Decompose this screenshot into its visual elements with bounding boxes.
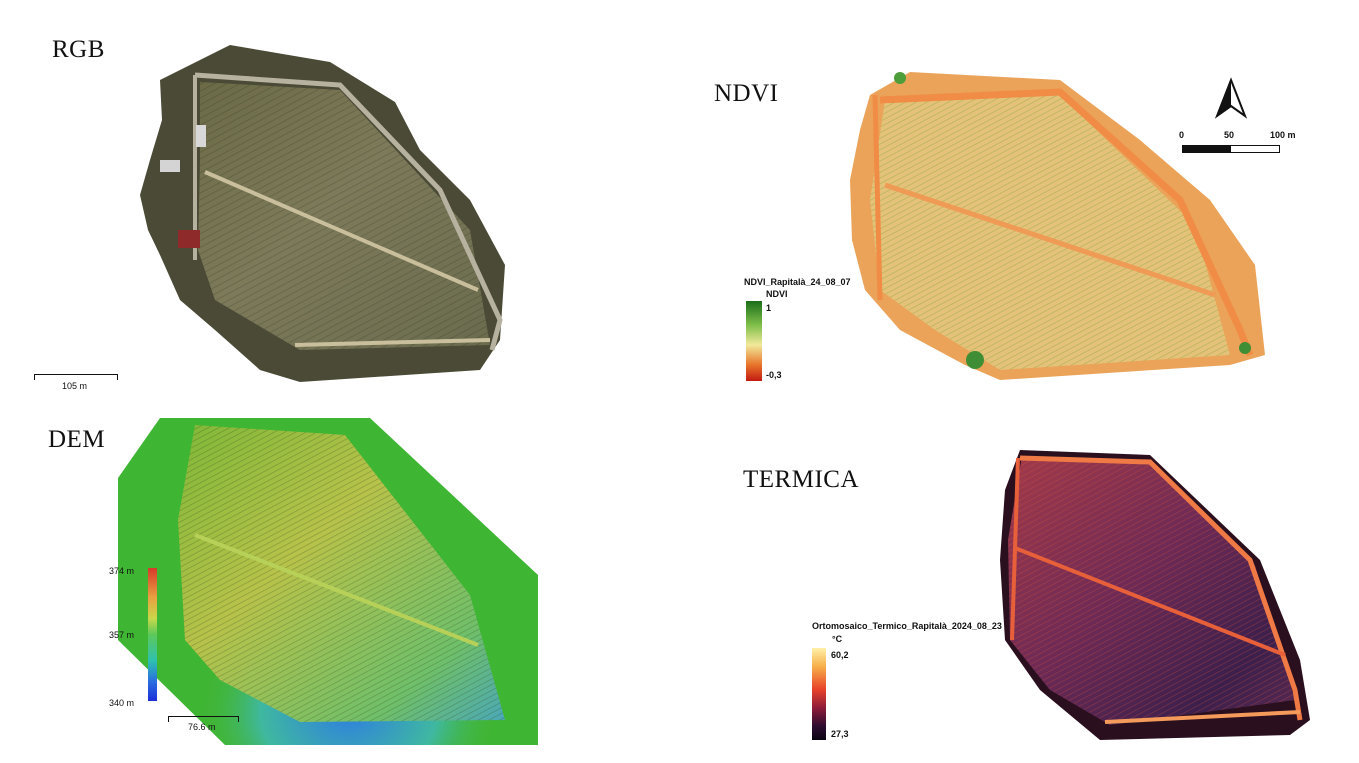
ndvi-legend-subtitle: NDVI (766, 289, 788, 299)
dem-title: DEM (48, 426, 106, 453)
ndvi-legend-title: NDVI_Rapitalà_24_08_07 (744, 277, 851, 287)
rgb-track (204, 170, 479, 292)
ndvi-legend-colorbar (746, 301, 762, 381)
scale-tick-100: 100 m (1270, 130, 1296, 140)
map-scalebar (1182, 145, 1280, 153)
ndvi-title: NDVI (714, 80, 779, 107)
thermal-legend-title: Ortomosaico_Termico_Rapitalà_2024_08_23 (812, 621, 1002, 631)
dem-scalebar (168, 716, 239, 722)
rgb-scalebar (34, 374, 118, 380)
scale-tick-0: 0 (1179, 130, 1185, 140)
thermal-legend-max: 60,2 (831, 650, 849, 660)
termica-title: TERMICA (743, 466, 859, 493)
thermal-legend-min: 27,3 (831, 729, 849, 739)
dem-scalebar-label: 76.6 m (188, 722, 216, 732)
rgb-title: RGB (52, 36, 105, 63)
thermal-legend-unit: °C (832, 634, 843, 644)
rgb-building (178, 230, 200, 248)
rgb-scalebar-label: 105 m (62, 381, 88, 391)
dem-legend-colorbar (148, 568, 157, 701)
ndvi-legend-max: 1 (766, 303, 772, 313)
ndvi-legend-min: -0,3 (766, 370, 782, 380)
scale-tick-50: 50 (1224, 130, 1235, 140)
rgb-road (194, 72, 503, 351)
dem-legend-min: 340 m (109, 698, 135, 708)
dem-legend-max: 374 m (109, 566, 135, 576)
thermal-legend-colorbar (812, 648, 826, 740)
north-arrow-icon (1214, 77, 1248, 119)
dem-legend-mid: 357 m (109, 630, 135, 640)
